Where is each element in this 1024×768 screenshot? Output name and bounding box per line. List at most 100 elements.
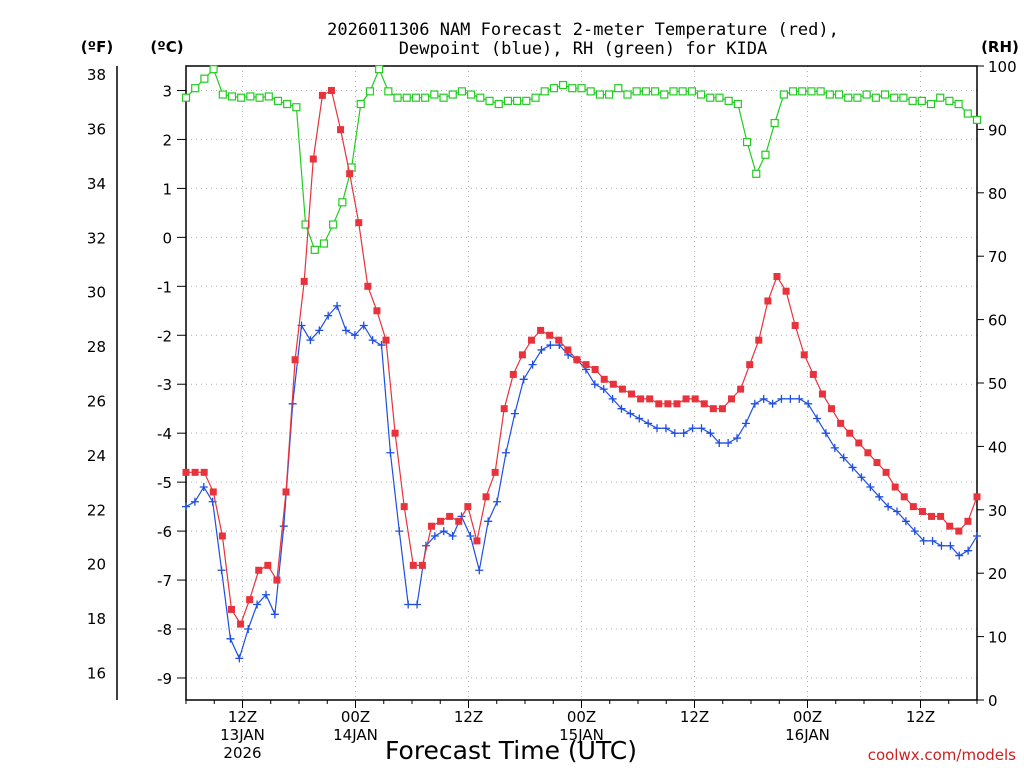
dewpoint-point — [919, 536, 928, 545]
dewpoint-point — [341, 326, 350, 335]
rh-point — [650, 87, 660, 96]
celsius-tick-label: -7 — [157, 572, 172, 590]
rh-point — [752, 169, 761, 178]
x-axis-title: Forecast Time (UTC) — [385, 736, 637, 765]
rh-point — [393, 93, 402, 102]
dewpoint-point — [741, 419, 750, 428]
celsius-tick-label: 3 — [162, 82, 172, 100]
x-tick-label-time: 12Z — [454, 708, 483, 726]
temperature-point — [318, 91, 326, 99]
temperature-point — [264, 561, 272, 569]
rh-point — [494, 99, 503, 109]
temperature-point — [400, 503, 408, 511]
rh-point — [632, 87, 641, 96]
temperature-point — [537, 326, 545, 334]
temperature-point — [218, 532, 226, 540]
dewpoint-point — [217, 566, 226, 575]
x-tick-label-year: 2026 — [223, 744, 261, 762]
temperature-point — [291, 356, 299, 364]
temperature-point — [582, 361, 590, 369]
temperature-point — [691, 395, 699, 403]
dewpoint-point — [475, 566, 484, 575]
rh-point — [549, 84, 559, 93]
celsius-axis: -9 -8 -7 -6 -5 -4 -3 -2 -1 0 1 2 3 — [157, 82, 186, 688]
rh-point — [513, 96, 522, 105]
x-tick-label-date: 14JAN — [333, 726, 378, 744]
rh-point — [779, 90, 788, 99]
dewpoint-point — [937, 541, 946, 550]
dewpoint-point — [884, 502, 893, 511]
dewpoint-point — [190, 497, 199, 506]
dewpoint-point — [359, 321, 368, 330]
temperature-point — [909, 503, 917, 511]
rh-point — [467, 90, 476, 99]
celsius-tick-label: -6 — [157, 523, 172, 541]
rh-point — [273, 96, 283, 105]
dewpoint-point — [333, 301, 342, 310]
rh-point — [365, 87, 375, 96]
dewpoint-point — [386, 448, 395, 457]
dewpoint-point — [377, 341, 386, 350]
temperature-point — [873, 459, 881, 467]
dewpoint-point — [626, 409, 635, 418]
temperature-point — [964, 517, 972, 525]
x-tick-label-time: 12Z — [906, 708, 935, 726]
dewpoint-point — [688, 424, 697, 433]
x-tick-label-time: 00Z — [567, 708, 596, 726]
dewpoint-point — [804, 399, 813, 408]
dewpoint-point — [795, 394, 804, 403]
rh-point — [448, 90, 457, 99]
x-tick-label-time: 00Z — [793, 708, 822, 726]
dewpoint-point — [928, 536, 937, 545]
dewpoint-point — [973, 531, 981, 540]
rh-tick-label: 100 — [988, 58, 1017, 76]
temperature-point — [828, 405, 836, 413]
dewpoint-point — [199, 483, 208, 492]
rh-point — [292, 103, 301, 112]
dewpoint-point — [537, 345, 546, 354]
rh-point — [788, 87, 798, 96]
temperature-point — [191, 468, 199, 476]
rh-point — [742, 137, 752, 147]
rh-point — [715, 93, 724, 102]
temperature-point — [900, 493, 908, 501]
rh-point — [660, 90, 669, 99]
temperature-point — [246, 596, 254, 604]
plot-frame — [185, 65, 978, 701]
dewpoint-point — [653, 424, 662, 433]
rh-axis: 0 10 20 30 40 50 60 70 80 90 100 — [977, 58, 1017, 710]
rh-point — [485, 96, 494, 105]
dewpoint-point — [679, 429, 688, 438]
rh-point — [853, 93, 862, 102]
dewpoint-line — [185, 304, 978, 661]
rh-tick-label: 90 — [988, 121, 1007, 139]
temperature-point — [482, 493, 490, 501]
rh-point — [218, 90, 227, 99]
dewpoint-point — [777, 394, 786, 403]
rh-axis-label: (RH) — [981, 38, 1019, 56]
temperature-point — [564, 346, 572, 354]
dewpoint-point — [786, 394, 795, 403]
temperature-point — [755, 336, 763, 344]
rh-tick-label: 60 — [988, 312, 1007, 330]
fahrenheit-axis-label: (ºF) — [81, 38, 113, 56]
rh-point — [457, 87, 467, 96]
temperature-point — [728, 395, 736, 403]
rh-point — [384, 87, 393, 96]
rh-point — [807, 87, 816, 96]
dewpoint-point — [368, 336, 377, 345]
dewpoint-point — [635, 414, 644, 423]
temperature-point — [227, 605, 235, 613]
rh-point — [641, 87, 650, 96]
dewpoint-point — [661, 424, 670, 433]
temperature-point — [182, 468, 190, 476]
temperature-point — [555, 336, 563, 344]
dewpoint-point — [599, 385, 608, 394]
rh-point — [770, 118, 779, 128]
rh-point — [200, 74, 209, 83]
chart-title-line-1: 2026011306 NAM Forecast 2-meter Temperat… — [327, 20, 839, 40]
temperature-point — [918, 508, 926, 516]
rh-point — [972, 115, 982, 124]
dewpoint-point — [866, 483, 875, 492]
